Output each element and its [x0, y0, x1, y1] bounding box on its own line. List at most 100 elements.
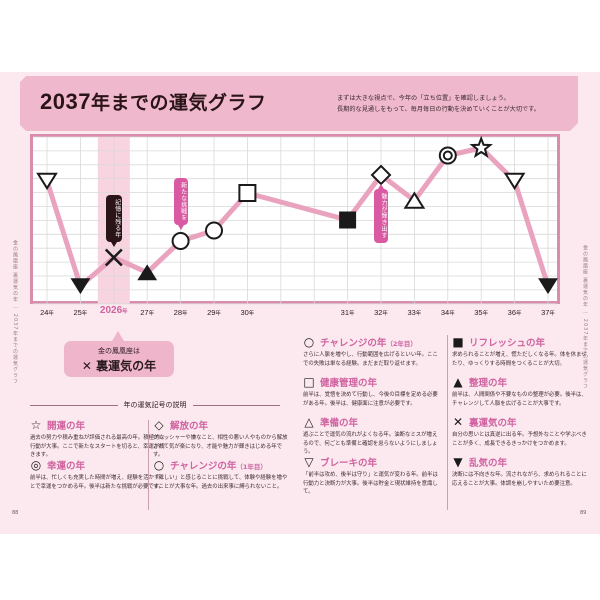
legend-item: ◎ 幸運の年前半は、忙しくも充実した時間が増え、経験を活かすことで幸運をつかめる年… [30, 458, 165, 491]
page-title-year: 2037 [40, 89, 91, 114]
legend-name: ブレーキの年 [320, 458, 378, 469]
legend-symbol-icon: ✕ [452, 415, 464, 429]
legend-symbol-icon: ▽ [304, 455, 314, 469]
legend-description: さらに人脈を増やし、行動範囲を広げるといい年。ここでの失敗は単なる経験。まだまだ… [303, 352, 438, 367]
legend-item: ○ チャレンジの年（2年目） さらに人脈を増やし、行動範囲を広げるといい年。ここでの… [303, 335, 438, 368]
page-number-right: 89 [580, 510, 587, 516]
x-tick-label: 37年 [541, 308, 555, 317]
up-triangle-filled-icon [137, 264, 158, 281]
legend-description: 遊ぶことで運気の流れがよくなる年。油断なミスが増えるので、何ごとも準備と確認を怠… [303, 432, 438, 455]
header-band [20, 76, 578, 131]
legend-item: △ 準備の年遊ぶことで運気の流れがよくなる年。油断なミスが増えるので、何ごとも準備… [303, 415, 438, 457]
diamond-outline-icon [370, 164, 392, 186]
legend-description: 前半は、忙しくも充実した時間が増え、経験を活かすことで幸運をつかめる年。後半は新… [30, 475, 165, 490]
legend-item: □ 健康管理の年前半は、覚悟を決めて行動し、今後の目標を定める必要がある年。後半は… [303, 375, 438, 408]
legend-name: チャレンジの年（1年目） [170, 461, 267, 472]
legend-symbol-icon: △ [304, 415, 314, 429]
down-triangle-outline-icon [36, 172, 58, 191]
legend-item: ○ チャレンジの年（1年目） 「新しい」と感じることに挑戦して、体験や経験を増やすこ… [153, 458, 288, 491]
page-title: 2037年までの運気グラフ [40, 88, 266, 115]
x-tick-label: 24年 [40, 308, 54, 317]
x-tick-label: 27年 [140, 308, 155, 317]
column-divider [148, 420, 149, 510]
legend-name: チャレンジの年（2年目） [320, 338, 417, 349]
legend-symbol-icon: ■ [452, 335, 464, 349]
legend-item: ▲ 整理の年前半は、人間関係や不要なものの整理が必要。後半は、チャレンジして人脈を… [452, 375, 587, 408]
callout-line-2: ✕ 裏運気の年 [81, 359, 157, 373]
legend-description: 自分の思いとは真逆に出る年。予想外なことや学ぶべきことが多く、成長できるきっかけ… [452, 432, 587, 447]
circle-outline-icon [205, 221, 223, 240]
x-tick-label: 34年 [440, 308, 455, 317]
chart-annotation: 新たな挑戦を [173, 178, 188, 230]
legend-item: ☆ 開運の年過去の努力や積み重ねが評価される最高の年。積極的な行動が大事。ここで新… [30, 418, 165, 460]
legend-name: 開運の年 [47, 421, 86, 432]
legend-title: 年の運気記号の説明 [30, 399, 280, 411]
legend-name: 整理の年 [469, 378, 508, 389]
callout-tail [112, 331, 124, 341]
legend-description: 決断には不向きな年。流されながら、求められることに応えることが大事。体調を崩しや… [452, 472, 587, 487]
legend-name: リフレッシュの年 [469, 338, 546, 349]
legend-description: 過去の努力や積み重ねが評価される最高の年。積極的な行動が大事。ここで新たなスター… [30, 435, 165, 458]
double-circle-icon [438, 146, 457, 165]
side-running-head-right: 金の鳳凰座 裏運気の年 ｜ 2037年までの運気グラフ [582, 245, 588, 390]
star-outline-icon [469, 135, 493, 158]
intro-line-2: 長期的な見通しをもって、毎月毎日の行動を決めていくことが大切です。 [337, 106, 540, 113]
x-tick-label: 33年 [407, 308, 422, 317]
legend-symbol-icon: □ [303, 375, 315, 389]
divider [30, 404, 118, 406]
square-outline-icon [238, 184, 257, 202]
legend-description: プレッシャーや嫌なこと、相性の悪い人やものから解放されて気が楽になり、才能や魅力… [153, 435, 288, 458]
legend-symbol-icon: ▲ [453, 375, 463, 389]
x-tick-label: 2026年 [99, 305, 128, 316]
x-tick-label: 36年 [507, 308, 522, 317]
legend-item: ✕ 裏運気の年自分の思いとは真逆に出る年。予想外なことや学ぶべきことが多く、成長で… [452, 415, 587, 448]
side-running-head-left: 金の鳳凰座 裏運気の年 ｜ 2037年までの運気グラフ [12, 240, 18, 385]
legend-item: ▼ 乱気の年決断には不向きな年。流されながら、求められることに応えることが大事。体… [452, 455, 587, 488]
x-tick-label: 30年 [240, 308, 255, 317]
legend-item: ■ リフレッシュの年求められることが増え、慌ただしくなる年。体を休ませたり、ゆっく… [452, 335, 587, 368]
legend-name: 健康管理の年 [320, 378, 378, 389]
page-title-text: 年までの運気グラフ [90, 92, 267, 114]
chart-annotation: 記憶に残る年 [105, 194, 122, 247]
legend-description: 「新しい」と感じることに挑戦して、体験や経験を増やすことが大事な年。過去の出来事… [153, 475, 288, 490]
intro-line-1: まずは大きな視点で、今年の「立ち位置」を確認しましょう。 [337, 95, 510, 102]
legend-symbol-icon: ◇ [154, 418, 164, 432]
cross-icon [104, 248, 123, 267]
fortune-line-chart [33, 135, 558, 305]
x-tick-label: 25年 [73, 308, 88, 317]
divider [192, 404, 280, 406]
x-tick-label: 35年 [474, 308, 489, 317]
legend-symbol-icon: ○ [153, 458, 165, 472]
x-tick-label: 32年 [374, 308, 388, 317]
legend-description: 前半は、人間関係や不要なものの整理が必要。後半は、チャレンジして人脈を広げること… [452, 392, 587, 407]
x-tick-label: 31年 [340, 308, 355, 317]
legend-symbol-icon: ☆ [30, 418, 42, 432]
legend-item: ◇ 解放の年プレッシャーや嫌なこと、相性の悪い人やものから解放されて気が楽になり、… [153, 418, 288, 460]
callout-line-1: 金の鳳凰座は [98, 347, 140, 355]
x-tick-label: 29年 [207, 308, 221, 317]
square-filled-icon [339, 211, 357, 229]
legend-symbol-icon: ○ [303, 335, 315, 349]
legend-name: 裏運気の年 [469, 418, 517, 429]
legend-description: 「前半は攻め、後半は守り」と運気が変わる年。前半は行動力と決断力が大事。後半は貯… [303, 472, 438, 495]
down-triangle-filled-icon [538, 278, 558, 295]
legend-name: 解放の年 [170, 421, 209, 432]
legend-symbol-icon: ◎ [30, 458, 42, 472]
legend-item: ▽ ブレーキの年「前半は攻め、後半は守り」と運気が変わる年。前半は行動力と決断力が… [303, 455, 438, 497]
legend-name: 準備の年 [320, 418, 359, 429]
fortune-line [44, 145, 551, 289]
cross-icon: ✕ [81, 359, 92, 373]
legend-description: 求められることが増え、慌ただしくなる年。体を休ませたり、ゆっくりする時間をつくる… [452, 352, 587, 367]
chart-annotation: 魅力が輝き出す [374, 184, 388, 243]
intro-text: まずは大きな視点で、今年の「立ち位置」を確認しましょう。 長期的な見通しをもって… [337, 93, 577, 115]
x-tick-label: 28年 [173, 308, 188, 317]
column-divider [447, 335, 448, 510]
legend-name: 乱気の年 [469, 458, 508, 469]
up-triangle-outline-icon [403, 191, 426, 209]
page-number-left: 88 [12, 510, 19, 516]
legend-symbol-icon: ▼ [453, 455, 463, 469]
legend-description: 前半は、覚悟を決めて行動し、今後の目標を定める必要がある年。後半は、健康面に注意… [303, 392, 438, 407]
down-triangle-filled-icon [70, 278, 91, 295]
legend-name: 幸運の年 [47, 461, 86, 472]
sign-callout-box: 金の鳳凰座は ✕ 裏運気の年 [64, 341, 174, 377]
